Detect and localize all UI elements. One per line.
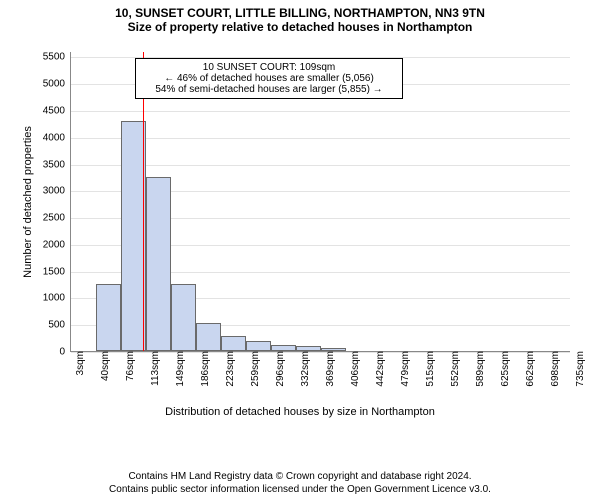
x-tick-label: 515sqm xyxy=(421,351,436,387)
y-tick-label: 1000 xyxy=(43,293,71,304)
footer-line-1: Contains HM Land Registry data © Crown c… xyxy=(0,471,600,484)
y-tick-label: 2000 xyxy=(43,239,71,250)
y-tick-label: 0 xyxy=(59,347,71,358)
histogram-bar xyxy=(221,336,246,351)
x-tick-label: 113sqm xyxy=(146,351,161,386)
x-tick-label: 40sqm xyxy=(96,351,111,381)
annotation-line-1: 10 SUNSET COURT: 109sqm xyxy=(139,62,399,73)
x-axis-label: Distribution of detached houses by size … xyxy=(165,406,435,418)
title-line-2: Size of property relative to detached ho… xyxy=(0,20,600,34)
x-tick-label: 406sqm xyxy=(346,351,361,387)
x-tick-label: 442sqm xyxy=(371,351,386,387)
histogram-bar xyxy=(321,348,346,351)
histogram-bar xyxy=(196,323,221,351)
annotation-line-3: 54% of semi-detached houses are larger (… xyxy=(139,84,399,95)
y-tick-label: 3000 xyxy=(43,186,71,197)
x-tick-label: 186sqm xyxy=(196,351,211,387)
y-tick-label: 2500 xyxy=(43,213,71,224)
x-tick-label: 223sqm xyxy=(221,351,236,387)
x-tick-label: 332sqm xyxy=(296,351,311,387)
histogram-bar xyxy=(271,345,296,351)
x-tick-label: 735sqm xyxy=(571,351,586,387)
annotation-box: 10 SUNSET COURT: 109sqm ← 46% of detache… xyxy=(135,58,403,99)
histogram-bar xyxy=(146,177,171,351)
x-tick-label: 3sqm xyxy=(71,351,86,375)
chart-area: Number of detached properties 10 SUNSET … xyxy=(20,38,580,438)
x-tick-label: 625sqm xyxy=(496,351,511,387)
y-axis-label: Number of detached properties xyxy=(22,126,34,278)
y-tick-label: 4500 xyxy=(43,105,71,116)
annotation-line-2: ← 46% of detached houses are smaller (5,… xyxy=(139,73,399,84)
y-tick-label: 1500 xyxy=(43,266,71,277)
x-tick-label: 259sqm xyxy=(246,351,261,387)
y-tick-label: 5500 xyxy=(43,52,71,63)
histogram-bar xyxy=(171,284,196,351)
x-tick-label: 662sqm xyxy=(521,351,536,387)
plot-area: 10 SUNSET COURT: 109sqm ← 46% of detache… xyxy=(70,52,570,352)
x-tick-label: 296sqm xyxy=(271,351,286,387)
histogram-bar xyxy=(296,346,321,351)
x-tick-label: 589sqm xyxy=(471,351,486,387)
x-tick-label: 552sqm xyxy=(446,351,461,387)
x-tick-label: 149sqm xyxy=(171,351,186,387)
y-tick-label: 3500 xyxy=(43,159,71,170)
footer-line-2: Contains public sector information licen… xyxy=(0,484,600,497)
x-tick-label: 369sqm xyxy=(321,351,336,387)
x-tick-label: 698sqm xyxy=(546,351,561,387)
chart-title-block: 10, SUNSET COURT, LITTLE BILLING, NORTHA… xyxy=(0,0,600,34)
y-tick-label: 5000 xyxy=(43,79,71,90)
footer: Contains HM Land Registry data © Crown c… xyxy=(0,471,600,496)
y-tick-label: 500 xyxy=(48,320,71,331)
title-line-1: 10, SUNSET COURT, LITTLE BILLING, NORTHA… xyxy=(0,6,600,20)
y-tick-label: 4000 xyxy=(43,132,71,143)
x-tick-label: 76sqm xyxy=(121,351,136,381)
histogram-bar xyxy=(246,341,271,351)
x-tick-label: 479sqm xyxy=(396,351,411,387)
histogram-bar xyxy=(96,284,121,351)
